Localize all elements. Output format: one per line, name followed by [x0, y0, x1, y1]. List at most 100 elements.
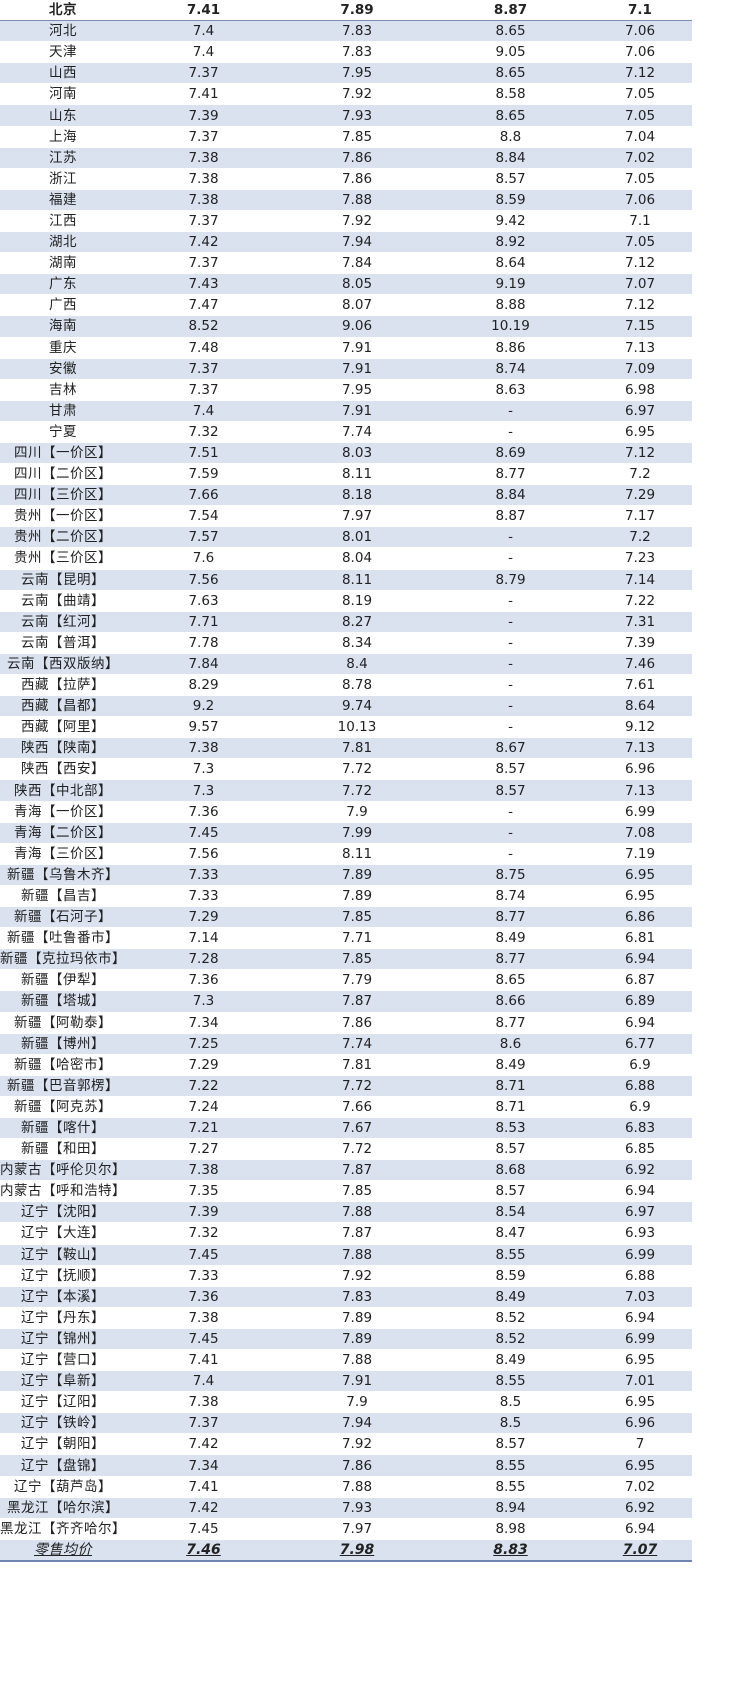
price-value-1: 7.37: [126, 62, 281, 85]
region-name: 青海【二价区】: [0, 822, 126, 844]
region-name: 辽宁【葫芦岛】: [0, 1476, 126, 1498]
table-row: 新疆【昌吉】 7.33 7.89 8.74 6.95: [0, 885, 692, 908]
price-value-1: 7.42: [126, 1497, 281, 1519]
price-value-1: 7.37: [126, 358, 281, 380]
region-name: 云南【普洱】: [0, 632, 126, 654]
price-value-2: 8.01: [281, 526, 433, 549]
price-value-1: 7.36: [126, 801, 281, 823]
region-name: 黑龙江【哈尔滨】: [0, 1497, 126, 1519]
price-value-2: 7.99: [281, 822, 433, 844]
price-value-1: 7.51: [126, 442, 281, 465]
region-name: 新疆【石河子】: [0, 906, 126, 929]
price-value-1: 7.43: [126, 273, 281, 296]
price-value-2: 7.86: [281, 1454, 433, 1477]
price-value-3: -: [433, 526, 588, 549]
region-name: 辽宁【阜新】: [0, 1370, 126, 1393]
price-value-3: 8.49: [433, 1286, 588, 1308]
price-value-4: 7.13: [588, 337, 692, 359]
price-value-1: 7.38: [126, 1391, 281, 1414]
price-value-3: -: [433, 421, 588, 443]
table-row: 西藏【阿里】 9.57 10.13-9.12: [0, 716, 692, 739]
price-value-4: 6.98: [588, 379, 692, 401]
price-value-2: 7.95: [281, 379, 433, 401]
table-row: 福建 7.38 7.88 8.59 7.06: [0, 189, 692, 211]
price-value-2: 7.79: [281, 969, 433, 992]
price-value-3: 8.6: [433, 1033, 588, 1055]
price-value-4: 6.99: [588, 1244, 692, 1266]
table-row: 重庆 7.48 7.91 8.86 7.13: [0, 337, 692, 359]
region-name: 陕西【中北部】: [0, 779, 126, 802]
table-row: 辽宁【大连】 7.32 7.87 8.47 6.93: [0, 1222, 692, 1245]
region-name: 广西: [0, 294, 126, 317]
region-name: 新疆【克拉玛依市】: [0, 948, 126, 971]
region-name: 新疆【巴音郭楞】: [0, 1075, 126, 1097]
price-value-1: 7.37: [126, 252, 281, 275]
price-value-4: 6.95: [588, 1454, 692, 1477]
price-value-3: 8.77: [433, 463, 588, 486]
price-value-1: 7.56: [126, 843, 281, 865]
table-row: 陕西【西安】 7.3 7.72 8.57 6.96: [0, 758, 692, 781]
price-value-4: 6.97: [588, 1201, 692, 1224]
price-value-3: 8.8: [433, 126, 588, 148]
region-name: 新疆【吐鲁番市】: [0, 927, 126, 950]
price-value-2: 7.81: [281, 737, 433, 760]
price-value-4: 7.2: [588, 526, 692, 549]
price-value-1: 7.4: [126, 400, 281, 422]
table-row: 辽宁【鞍山】 7.45 7.88 8.55 6.99: [0, 1244, 692, 1266]
table-row: 辽宁【营口】 7.41 7.88 8.49 6.95: [0, 1349, 692, 1372]
table-row: 云南【红河】 7.71 8.27-7.31: [0, 611, 692, 633]
region-name: 内蒙古【呼伦贝尔】: [0, 1159, 126, 1182]
price-value-1: 7.45: [126, 1328, 281, 1351]
price-value-2: 7.89: [281, 1307, 433, 1329]
price-value-2: 8.11: [281, 843, 433, 865]
price-value-2: 7.88: [281, 189, 433, 211]
price-value-4: 7.1: [588, 0, 692, 22]
average-label: 零售均价: [0, 1538, 126, 1562]
price-value-3: 8.65: [433, 62, 588, 85]
region-name: 辽宁【铁岭】: [0, 1412, 126, 1435]
average-value-2: 7.98: [281, 1538, 433, 1562]
price-value-3: -: [433, 822, 588, 844]
price-value-4: 6.92: [588, 1497, 692, 1519]
price-value-4: 7.12: [588, 294, 692, 317]
price-value-1: 7.63: [126, 590, 281, 612]
table-row: 北京 7.41 7.89 8.87 7.1: [0, 0, 692, 22]
region-name: 新疆【喀什】: [0, 1117, 126, 1140]
price-value-4: 7.29: [588, 484, 692, 507]
table-row: 青海【三价区】 7.56 8.11-7.19: [0, 843, 692, 865]
price-value-1: 7.38: [126, 1159, 281, 1182]
price-value-4: 7.09: [588, 358, 692, 380]
region-name: 贵州【二价区】: [0, 526, 126, 549]
price-value-1: 7.36: [126, 969, 281, 992]
region-name: 河北: [0, 20, 126, 43]
region-name: 新疆【阿克苏】: [0, 1096, 126, 1118]
price-value-4: 7.05: [588, 168, 692, 190]
price-value-4: 6.96: [588, 1412, 692, 1435]
price-value-4: 7.02: [588, 147, 692, 169]
price-value-4: 7.46: [588, 653, 692, 676]
price-value-2: 7.83: [281, 41, 433, 64]
region-name: 辽宁【朝阳】: [0, 1433, 126, 1456]
price-value-4: 6.85: [588, 1138, 692, 1161]
price-value-1: 7.4: [126, 41, 281, 64]
price-value-2: 7.74: [281, 1033, 433, 1055]
price-value-3: 8.55: [433, 1244, 588, 1266]
price-value-2: 7.92: [281, 83, 433, 106]
price-value-2: 7.86: [281, 147, 433, 169]
price-value-3: 8.92: [433, 231, 588, 254]
price-value-1: 7.34: [126, 1012, 281, 1034]
region-name: 广东: [0, 273, 126, 296]
price-value-4: 6.77: [588, 1033, 692, 1055]
price-value-3: -: [433, 632, 588, 654]
region-name: 浙江: [0, 168, 126, 190]
table-row: 辽宁【抚顺】 7.33 7.92 8.59 6.88: [0, 1265, 692, 1287]
region-name: 陕西【陕南】: [0, 737, 126, 760]
average-row: 零售均价 7.46 7.98 8.83 7.07: [0, 1538, 692, 1562]
price-value-3: 8.86: [433, 337, 588, 359]
region-name: 河南: [0, 83, 126, 106]
price-value-3: 8.84: [433, 147, 588, 169]
price-value-3: 8.57: [433, 758, 588, 781]
region-name: 新疆【和田】: [0, 1138, 126, 1161]
table-row: 湖北 7.42 7.94 8.92 7.05: [0, 231, 692, 254]
table-row: 广西 7.47 8.07 8.88 7.12: [0, 294, 692, 317]
